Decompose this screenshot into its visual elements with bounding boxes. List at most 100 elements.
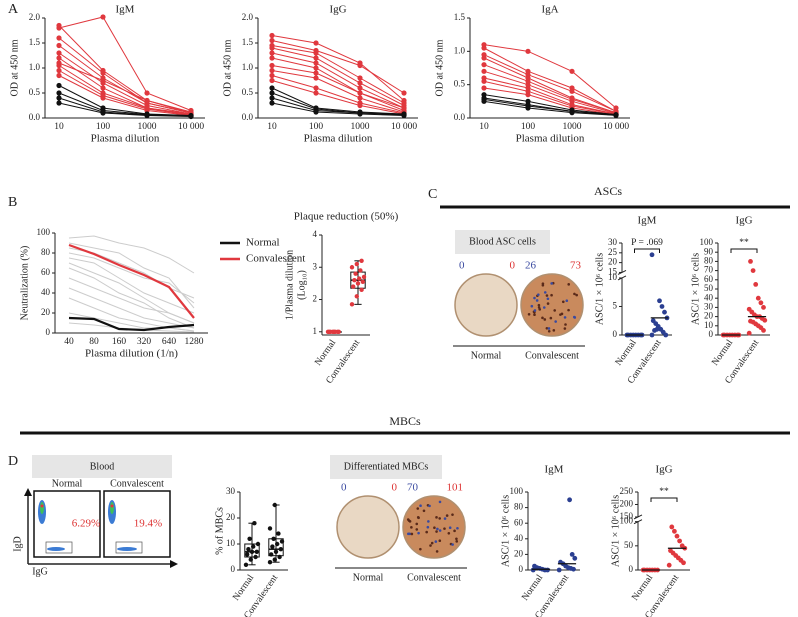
point bbox=[267, 526, 273, 531]
point bbox=[56, 25, 62, 31]
spot bbox=[416, 507, 420, 510]
y-tick-label: 40 bbox=[41, 287, 51, 297]
x-tick-label: Normal bbox=[520, 573, 545, 603]
y-axis-label: ASC/1 × 10⁶ cells bbox=[690, 253, 701, 325]
spot bbox=[443, 517, 447, 520]
spot bbox=[425, 530, 428, 534]
series-line bbox=[271, 70, 405, 113]
point bbox=[276, 531, 281, 536]
arrowhead bbox=[24, 488, 32, 496]
point bbox=[355, 281, 361, 286]
x-tick-label: 10 000 bbox=[391, 122, 417, 132]
x-tick-label: 100 bbox=[521, 122, 536, 132]
spot bbox=[575, 293, 578, 297]
point bbox=[613, 112, 619, 118]
point bbox=[313, 75, 319, 81]
y-axis-label: (Log₁₀) bbox=[296, 270, 307, 300]
spot-count: 73 bbox=[570, 260, 582, 272]
spot bbox=[451, 543, 454, 546]
series-line bbox=[483, 94, 617, 116]
x-tick-label: 640 bbox=[162, 337, 177, 347]
flow-percent: 19.4% bbox=[134, 518, 162, 530]
point bbox=[269, 55, 275, 61]
point bbox=[761, 305, 766, 310]
y-tick-label: 100 bbox=[37, 227, 51, 237]
point bbox=[353, 271, 358, 276]
y-tick-label: 50 bbox=[624, 540, 634, 550]
point bbox=[273, 549, 279, 554]
well bbox=[454, 273, 518, 337]
plate-title-box bbox=[330, 455, 442, 479]
point bbox=[357, 90, 363, 96]
x-tick-label: Normal bbox=[313, 338, 338, 368]
chart-title: IgM bbox=[116, 4, 135, 16]
flow-title: Blood bbox=[90, 461, 114, 472]
point bbox=[56, 100, 62, 106]
point bbox=[243, 562, 249, 567]
spot bbox=[435, 550, 439, 553]
y-tick-label: 2.0 bbox=[242, 12, 254, 22]
series-line bbox=[271, 52, 405, 109]
point bbox=[56, 50, 62, 56]
point bbox=[246, 547, 251, 552]
point bbox=[269, 37, 275, 44]
series-line bbox=[58, 75, 192, 116]
point bbox=[351, 284, 356, 289]
x-tick-label: 10 000 bbox=[178, 122, 204, 132]
legend-label: Convalescent bbox=[246, 253, 305, 265]
y-tick-label: 60 bbox=[41, 267, 51, 277]
point bbox=[481, 98, 487, 104]
series-line bbox=[483, 100, 617, 116]
point bbox=[313, 60, 319, 66]
plate-title: Blood ASC cells bbox=[469, 236, 536, 247]
panel-label: B bbox=[8, 195, 17, 210]
series-line bbox=[68, 277, 195, 324]
spot bbox=[447, 532, 451, 535]
box bbox=[244, 543, 260, 558]
y-tick-label: 30 bbox=[226, 486, 236, 496]
y-tick-label: 1.5 bbox=[454, 12, 466, 22]
point bbox=[677, 538, 682, 544]
spot bbox=[546, 302, 550, 305]
point bbox=[532, 563, 537, 569]
x-tick-label: 10 bbox=[267, 122, 277, 132]
point bbox=[272, 557, 277, 562]
series-line bbox=[58, 52, 192, 115]
point bbox=[758, 300, 764, 306]
point bbox=[668, 548, 673, 554]
spot bbox=[419, 547, 422, 551]
significance-bracket bbox=[634, 248, 660, 253]
y-tick-label: 10 bbox=[608, 272, 618, 282]
point bbox=[100, 77, 106, 84]
y-tick-label: 0 bbox=[629, 564, 634, 574]
point bbox=[748, 318, 753, 324]
series-line bbox=[68, 312, 195, 332]
point bbox=[352, 277, 357, 283]
flow-y-label: IgD bbox=[12, 536, 23, 552]
y-axis-label: OD at 450 nm bbox=[222, 39, 233, 96]
series-line bbox=[483, 47, 617, 112]
y-tick-label: 40 bbox=[704, 292, 714, 302]
y-tick-label: 90 bbox=[704, 246, 714, 256]
x-tick-label: Normal bbox=[630, 573, 655, 603]
x-tick-label: 1280 bbox=[185, 337, 204, 347]
spot bbox=[559, 313, 562, 316]
y-tick-label: 20 bbox=[41, 307, 51, 317]
y-tick-label: 30 bbox=[704, 301, 714, 311]
x-axis-label: Plasma dilution (1/n) bbox=[85, 348, 178, 360]
x-tick-label: 320 bbox=[137, 337, 152, 347]
y-tick-label: 50 bbox=[704, 283, 714, 293]
y-tick-label: 1.0 bbox=[454, 45, 466, 55]
y-tick-label: 10 bbox=[704, 320, 714, 330]
series-line bbox=[58, 25, 192, 113]
spot bbox=[406, 518, 410, 521]
point bbox=[56, 60, 62, 66]
point bbox=[569, 552, 575, 557]
point bbox=[358, 268, 363, 273]
point bbox=[481, 45, 487, 51]
y-tick-label: 0 bbox=[709, 329, 714, 339]
spot bbox=[542, 306, 546, 309]
point bbox=[666, 562, 672, 568]
spot bbox=[553, 309, 557, 312]
y-axis-label: Neutralization (%) bbox=[19, 246, 30, 321]
